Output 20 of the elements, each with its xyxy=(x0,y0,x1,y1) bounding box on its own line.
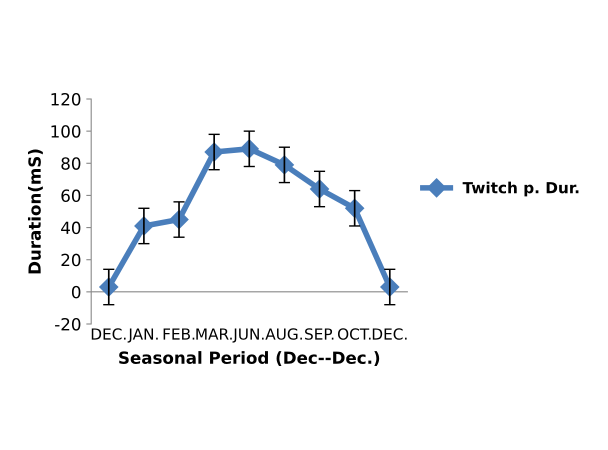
x-tick-label: DEC. xyxy=(372,328,407,340)
x-tick-label: SEP. xyxy=(305,328,334,340)
y-axis-title: Duration(mS) xyxy=(28,150,43,274)
y-tick-label: -20 xyxy=(55,318,80,331)
x-tick-label: FEB. xyxy=(164,328,194,340)
y-tick-label: 60 xyxy=(61,189,80,202)
x-tick-label: JUN. xyxy=(232,328,264,343)
legend-label: Twitch p. Dur. xyxy=(462,182,578,196)
y-tick-label: 120 xyxy=(51,92,80,106)
y-tick-label: 80 xyxy=(61,157,80,170)
y-tick-label: 0 xyxy=(72,286,80,298)
x-axis-title: Seasonal Period (Dec--Dec.) xyxy=(119,351,380,366)
x-tick-label: AUG. xyxy=(265,328,302,340)
x-tick-label: JAN. xyxy=(128,328,158,343)
x-tick-label: MAR. xyxy=(196,328,232,340)
y-tick-label: 20 xyxy=(61,254,80,266)
x-tick-label: OCT. xyxy=(338,328,371,340)
x-tick-label: DEC. xyxy=(92,328,126,340)
y-tick-label: 100 xyxy=(51,125,80,138)
y-tick-label: 40 xyxy=(61,222,80,234)
